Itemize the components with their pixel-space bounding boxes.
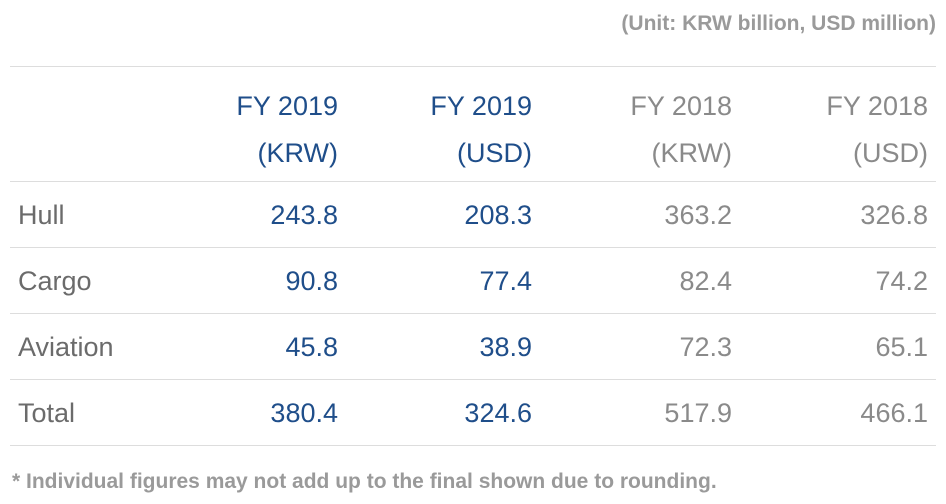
cell-fy2019-krw: 45.8 [285,331,338,362]
header-year: FY 2018 [826,91,928,121]
cell-fy2019-krw: 243.8 [270,199,338,230]
unit-note: (Unit: KRW billion, USD million) [621,12,936,35]
row-label: Total [18,397,76,428]
header-currency: (USD) [853,138,928,168]
table-row-aviation: Aviation 45.8 38.9 72.3 65.1 [10,314,936,380]
header-label-spacer [10,67,148,83]
cell-fy2019-usd: 38.9 [479,331,532,362]
header-currency: (KRW) [257,138,339,168]
header-year: FY 2019 [236,91,338,121]
header-fy2018-usd: FY 2018 (USD) [732,67,928,177]
cell-fy2019-krw: 380.4 [270,397,338,428]
insurance-table: FY 2019 (KRW) FY 2019 (USD) FY 2018 (KRW… [10,66,936,446]
cell-fy2019-krw: 90.8 [285,265,338,296]
header-currency: (USD) [457,138,532,168]
cell-fy2019-usd: 77.4 [479,265,532,296]
cell-fy2018-krw: 82.4 [679,265,732,296]
header-fy2018-krw: FY 2018 (KRW) [532,67,732,177]
header-fy2019-usd: FY 2019 (USD) [338,67,532,177]
cell-fy2018-usd: 326.8 [860,199,928,230]
cell-fy2019-usd: 324.6 [464,397,532,428]
table-row-total: Total 380.4 324.6 517.9 466.1 [10,380,936,446]
row-label: Aviation [18,331,114,362]
cell-fy2018-usd: 466.1 [860,397,928,428]
cell-fy2018-krw: 72.3 [679,331,732,362]
table-row-cargo: Cargo 90.8 77.4 82.4 74.2 [10,248,936,314]
row-label: Hull [18,199,65,230]
row-label: Cargo [18,265,92,296]
cell-fy2018-usd: 74.2 [875,265,928,296]
cell-fy2018-krw: 517.9 [664,397,732,428]
header-fy2019-krw: FY 2019 (KRW) [148,67,338,177]
cell-fy2019-usd: 208.3 [464,199,532,230]
header-year: FY 2019 [430,91,532,121]
cell-fy2018-krw: 363.2 [664,199,732,230]
table-header-row: FY 2019 (KRW) FY 2019 (USD) FY 2018 (KRW… [10,67,936,182]
rounding-footnote: * Individual figures may not add up to t… [12,470,717,493]
header-year: FY 2018 [630,91,732,121]
cell-fy2018-usd: 65.1 [875,331,928,362]
header-currency: (KRW) [651,138,733,168]
table-row-hull: Hull 243.8 208.3 363.2 326.8 [10,182,936,248]
